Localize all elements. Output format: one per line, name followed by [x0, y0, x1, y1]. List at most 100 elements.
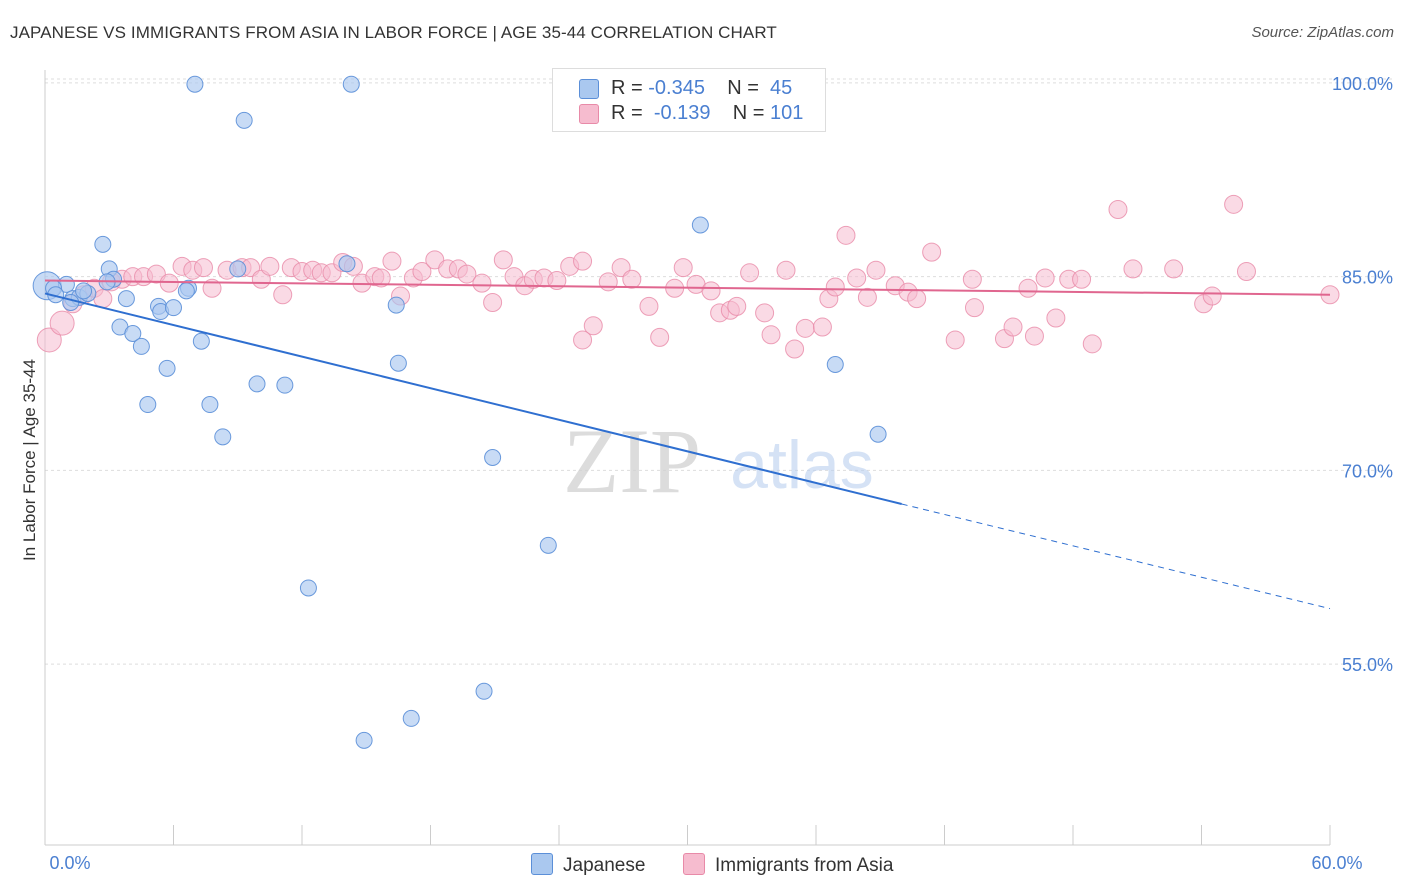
point-immigrants-from-asia — [964, 298, 984, 318]
point-immigrants-from-asia — [573, 330, 593, 350]
point-japanese — [75, 282, 93, 300]
point-immigrants-from-asia — [922, 242, 942, 262]
point-japanese — [539, 536, 557, 554]
point-immigrants-from-asia — [639, 296, 659, 316]
point-japanese — [139, 396, 157, 414]
watermark: ZIP atlas — [563, 410, 874, 512]
bottom-legend-swatch-asia — [683, 853, 705, 875]
point-immigrants-from-asia — [761, 325, 781, 345]
point-immigrants-from-asia — [825, 277, 845, 297]
trendline-immigrants-from-asia — [44, 279, 1331, 296]
point-immigrants-from-asia — [457, 264, 477, 284]
point-immigrants-from-asia — [622, 269, 642, 289]
legend-n-label: N = — [727, 77, 759, 99]
point-japanese — [484, 449, 502, 466]
y-axis-label: In Labor Force | Age 35-44 — [20, 359, 39, 561]
point-japanese — [475, 682, 493, 700]
tick-labels: 100.0% 85.0% 70.0% 55.0% 0.0% 60.0% — [49, 74, 1393, 873]
point-japanese — [132, 337, 150, 355]
point-japanese — [186, 75, 204, 93]
point-immigrants-from-asia — [1018, 278, 1038, 298]
point-immigrants-from-asia — [382, 251, 402, 271]
point-immigrants-from-asia — [650, 327, 670, 347]
point-immigrants-from-asia — [795, 318, 815, 338]
point-immigrants-from-asia — [1236, 262, 1256, 281]
point-japanese — [402, 709, 420, 727]
point-immigrants-from-asia — [273, 285, 293, 305]
point-japanese — [355, 731, 373, 749]
point-immigrants-from-asia — [202, 278, 222, 298]
point-immigrants-from-asia — [93, 289, 113, 309]
point-immigrants-from-asia — [836, 225, 856, 245]
point-immigrants-from-asia — [1164, 259, 1184, 279]
point-japanese — [192, 332, 210, 350]
point-immigrants-from-asia — [701, 281, 721, 301]
point-japanese — [62, 294, 80, 311]
point-immigrants-from-asia — [483, 293, 503, 312]
point-immigrants-from-asia — [1024, 326, 1044, 346]
point-immigrants-from-asia — [673, 258, 693, 278]
point-japanese — [117, 290, 135, 308]
point-immigrants-from-asia — [583, 316, 603, 336]
point-immigrants-from-asia — [598, 272, 618, 292]
point-japanese — [94, 235, 112, 253]
x-tick-label: 60.0% — [1311, 853, 1362, 873]
point-immigrants-from-asia — [727, 296, 747, 316]
point-japanese — [389, 354, 407, 372]
point-japanese — [299, 579, 317, 597]
point-japanese — [248, 375, 266, 393]
point-immigrants-from-asia — [785, 339, 805, 359]
point-japanese — [826, 356, 844, 373]
point-immigrants-from-asia — [425, 250, 445, 270]
point-japanese — [229, 260, 247, 278]
legend-swatch-japanese — [579, 79, 599, 99]
point-japanese — [165, 299, 182, 317]
point-immigrants-from-asia — [847, 268, 867, 288]
point-japanese — [235, 111, 253, 129]
point-immigrants-from-asia — [472, 273, 492, 293]
y-tick-label: 85.0% — [1342, 268, 1393, 288]
point-immigrants-from-asia — [755, 303, 775, 323]
trendlines — [44, 279, 1331, 610]
y-tick-label: 55.0% — [1342, 655, 1393, 675]
point-japanese — [387, 296, 405, 314]
point-immigrants-from-asia — [49, 310, 75, 336]
point-immigrants-from-asia — [1003, 317, 1023, 337]
point-immigrants-from-asia — [36, 327, 62, 353]
series-immigrants-from-asia — [36, 194, 1340, 359]
chart-title: JAPANESE VS IMMIGRANTS FROM ASIA IN LABO… — [10, 23, 777, 42]
legend-r-label: R = — [611, 102, 643, 124]
point-immigrants-from-asia — [945, 330, 965, 350]
correlation-legend: R = -0.345 N = 45 R = -0.139 N = 101 — [552, 68, 826, 132]
point-immigrants-from-asia — [866, 260, 886, 280]
bottom-legend-label-japanese: Japanese — [563, 855, 646, 876]
legend-n-value-asia: 101 — [770, 102, 804, 124]
point-japanese — [869, 425, 887, 443]
point-immigrants-from-asia — [812, 317, 832, 337]
point-japanese — [124, 325, 142, 342]
x-tick-label: 0.0% — [49, 853, 90, 873]
point-immigrants-from-asia — [740, 263, 760, 283]
legend-n-label: N = — [732, 102, 765, 124]
point-immigrants-from-asia — [1224, 194, 1244, 214]
legend-n-value-japanese: 45 — [770, 77, 793, 99]
point-japanese — [214, 428, 232, 446]
point-japanese — [342, 75, 360, 93]
point-immigrants-from-asia — [260, 256, 280, 276]
y-tick-label: 70.0% — [1342, 461, 1393, 481]
point-immigrants-from-asia — [193, 258, 213, 278]
point-immigrants-from-asia — [1046, 308, 1066, 328]
y-tick-label: 100.0% — [1332, 74, 1393, 94]
point-immigrants-from-asia — [907, 289, 927, 309]
trendline-japanese-extrapolated — [901, 503, 1331, 610]
legend-r-value-asia: -0.139 — [653, 102, 711, 124]
point-immigrants-from-asia — [547, 271, 567, 291]
series-japanese — [32, 75, 887, 749]
point-immigrants-from-asia — [412, 262, 432, 281]
point-japanese — [201, 396, 219, 414]
grid-layer — [45, 78, 1393, 665]
point-immigrants-from-asia — [146, 264, 166, 284]
point-immigrants-from-asia — [1202, 286, 1222, 306]
point-immigrants-from-asia — [776, 260, 796, 280]
